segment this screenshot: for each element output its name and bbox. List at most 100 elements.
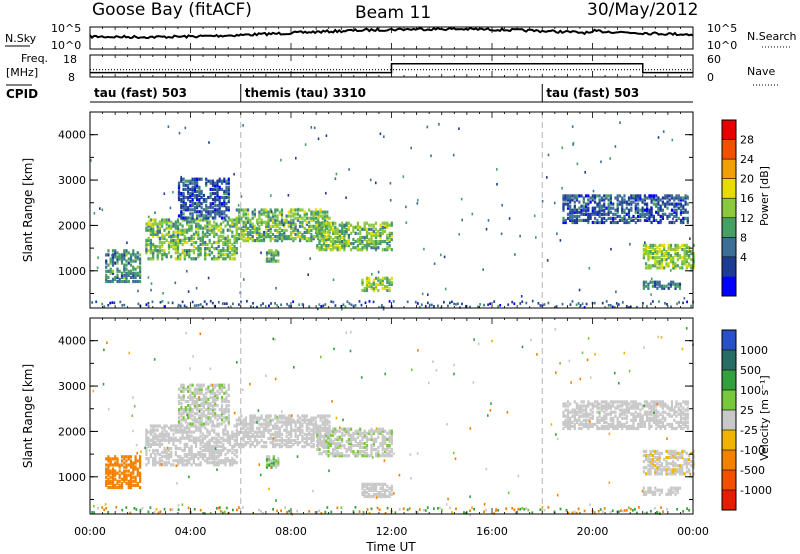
scatter-cell: [609, 210, 612, 214]
scatter-cell: [149, 228, 152, 232]
scatter-cell: [350, 231, 353, 235]
scatter-cell: [642, 282, 645, 286]
scatter-cell: [659, 424, 662, 428]
scatter-cell: [325, 225, 328, 229]
scatter-cell: [235, 430, 238, 434]
scatter-cell: [564, 194, 567, 198]
scatter-cell: [125, 259, 128, 263]
scatter-cell: [587, 202, 590, 206]
scatter-cell: [114, 483, 117, 487]
scatter-region: [265, 455, 280, 469]
scatter-cell: [156, 228, 159, 232]
scatter-cell: [365, 486, 369, 490]
scatter-cell: [654, 468, 657, 472]
scatter-cell: [669, 280, 673, 284]
scatter-cell: [561, 302, 564, 306]
scatter-cell: [305, 222, 308, 226]
scatter-cell: [265, 220, 268, 224]
scatter-cell: [276, 432, 279, 436]
scatter-cell: [136, 265, 139, 269]
scatter-cell: [471, 212, 474, 216]
scatter-cell: [127, 485, 130, 490]
scatter-cell: [334, 246, 337, 250]
scatter-cell: [683, 256, 686, 260]
scatter-cell: [268, 251, 271, 255]
scatter-cell: [646, 196, 649, 200]
scatter-cell: [242, 430, 245, 434]
scatter-cell: [327, 450, 330, 454]
scatter-cell: [585, 408, 588, 412]
scatter-cell: [661, 400, 664, 404]
scatter-cell: [145, 448, 148, 453]
scatter-cell: [191, 418, 194, 422]
scatter-cell: [647, 464, 650, 468]
scatter-cell: [639, 218, 642, 222]
scatter-cell: [251, 239, 254, 243]
scatter-cell: [249, 424, 252, 428]
scatter-cell: [247, 239, 250, 243]
scatter-cell: [589, 416, 592, 420]
scatter-cell: [163, 448, 166, 453]
scatter-cell: [196, 418, 199, 422]
scatter-cell: [215, 232, 218, 236]
scatter-cell: [356, 441, 359, 446]
scatter-cell: [172, 244, 175, 249]
scatter-region: [361, 482, 393, 499]
scatter-cell: [648, 214, 651, 218]
scatter-cell: [215, 424, 218, 428]
scatter-cell: [214, 210, 217, 214]
scatter-cell: [210, 228, 214, 232]
scatter-cell: [581, 302, 584, 305]
scatter-cell: [283, 438, 286, 443]
scatter-cell: [318, 242, 321, 246]
scatter-cell: [646, 216, 649, 220]
scatter-cell: [591, 196, 594, 200]
scatter-cell: [265, 232, 268, 237]
scatter-cell: [326, 422, 329, 426]
scatter-cell: [190, 226, 193, 230]
scatter-cell: [377, 445, 380, 450]
scatter-cell: [322, 239, 326, 244]
scatter-cell: [690, 464, 693, 468]
scatter-cell: [447, 304, 449, 308]
scatter-cell: [196, 183, 199, 187]
scatter-cell: [154, 232, 157, 236]
scatter-cell: [271, 418, 275, 422]
scatter-cell: [312, 224, 315, 228]
scatter-cell: [299, 420, 302, 424]
scatter-cell: [449, 301, 451, 305]
scatter-cell: [664, 196, 667, 200]
scatter-cell: [368, 239, 371, 244]
scatter-cell: [176, 430, 180, 434]
scatter-cell: [327, 431, 330, 435]
scatter-cell: [265, 463, 269, 467]
scatter-cell: [231, 247, 234, 251]
scatter-cell: [341, 439, 344, 443]
scatter-cell: [276, 418, 279, 422]
scatter-cell: [652, 402, 655, 406]
scatter-cell: [609, 194, 612, 198]
scatter-cell: [109, 479, 112, 483]
scatter-cell: [365, 242, 369, 246]
scatter-cell: [384, 223, 387, 227]
scatter-cell: [639, 418, 642, 422]
scatter-cell: [678, 455, 682, 460]
scatter-cell: [120, 257, 124, 261]
scatter-cell: [129, 275, 133, 279]
scatter-cell: [187, 290, 190, 293]
scatter-cell: [325, 429, 328, 433]
y-tick-label: 2000: [58, 219, 86, 232]
scatter-cell: [612, 420, 615, 424]
scatter-cell: [109, 261, 112, 265]
scatter-cell: [612, 402, 615, 406]
scatter-cell: [296, 218, 299, 222]
scatter-cell: [192, 430, 195, 434]
scatter-cell: [149, 430, 152, 434]
scatter-cell: [258, 434, 261, 438]
scatter-cell: [270, 259, 273, 263]
scatter-cell: [147, 222, 150, 226]
scatter-cell: [443, 255, 446, 259]
scatter-cell: [685, 470, 688, 474]
scatter-cell: [598, 214, 601, 218]
scatter-cell: [363, 223, 366, 227]
